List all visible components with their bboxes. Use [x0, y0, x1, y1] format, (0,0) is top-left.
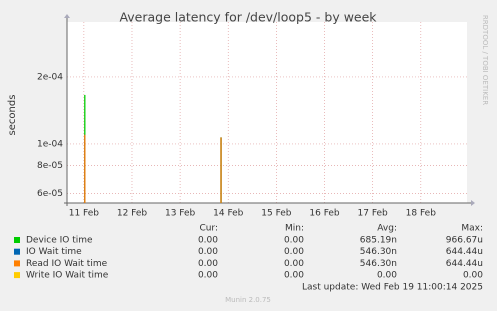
- y-tick-label: 8e-05: [37, 161, 63, 171]
- legend-label: IO Wait time: [26, 247, 82, 257]
- legend-label: Read IO Wait time: [26, 259, 108, 269]
- legend-label: Device IO time: [26, 236, 93, 246]
- legend-value: 546.30n: [360, 259, 397, 269]
- x-tick-label: 13 Feb: [165, 209, 196, 219]
- legend-value: 0.00: [284, 247, 304, 257]
- legend-value: 685.19n: [360, 236, 397, 246]
- legend-value: 546.30n: [360, 247, 397, 257]
- legend-value: 0.00: [377, 271, 397, 281]
- x-tick-label: 17 Feb: [358, 209, 389, 219]
- plot-area: [67, 22, 467, 203]
- legend-value: 644.44u: [446, 247, 483, 257]
- legend-value: 0.00: [284, 271, 304, 281]
- x-tick-label: 16 Feb: [309, 209, 340, 219]
- legend-value: 0.00: [463, 271, 483, 281]
- y-tick-label: 2e-04: [37, 72, 63, 82]
- legend-value: 0.00: [198, 247, 218, 257]
- legend-value: 644.44u: [446, 259, 483, 269]
- legend-value: 0.00: [284, 259, 304, 269]
- x-tick-label: 11 Feb: [69, 209, 100, 219]
- x-axis-arrow: [471, 200, 475, 206]
- legend-label: Write IO Wait time: [26, 271, 109, 281]
- legend-header: Avg:: [377, 224, 397, 234]
- legend-value: 966.67u: [446, 236, 483, 246]
- y-tick-label: 6e-05: [37, 189, 63, 199]
- legend-header: Min:: [285, 224, 304, 234]
- y-axis-label: seconds: [7, 95, 18, 136]
- footer: Munin 2.0.75: [225, 296, 271, 304]
- legend-swatch: [14, 260, 20, 267]
- legend-header: Cur:: [199, 224, 218, 234]
- legend-value: 0.00: [198, 236, 218, 246]
- x-tick-label: 18 Feb: [406, 209, 437, 219]
- side-text: RRDTOOL / TOBI OETIKER: [481, 15, 489, 105]
- legend-value: 0.00: [198, 271, 218, 281]
- legend-header: Max:: [461, 224, 483, 234]
- chart-title: Average latency for /dev/loop5 - by week: [119, 10, 377, 25]
- x-tick-label: 14 Feb: [213, 209, 244, 219]
- last-update: Last update: Wed Feb 19 11:00:14 2025: [302, 283, 483, 293]
- legend-swatch: [14, 272, 20, 279]
- legend-swatch: [14, 237, 20, 243]
- y-tick-label: 1e-04: [37, 139, 63, 149]
- x-tick-label: 15 Feb: [261, 209, 292, 219]
- x-tick-label: 12 Feb: [117, 209, 148, 219]
- legend-swatch: [14, 248, 20, 255]
- legend-value: 0.00: [198, 259, 218, 269]
- legend-value: 0.00: [284, 236, 304, 246]
- y-axis-arrow: [64, 14, 70, 18]
